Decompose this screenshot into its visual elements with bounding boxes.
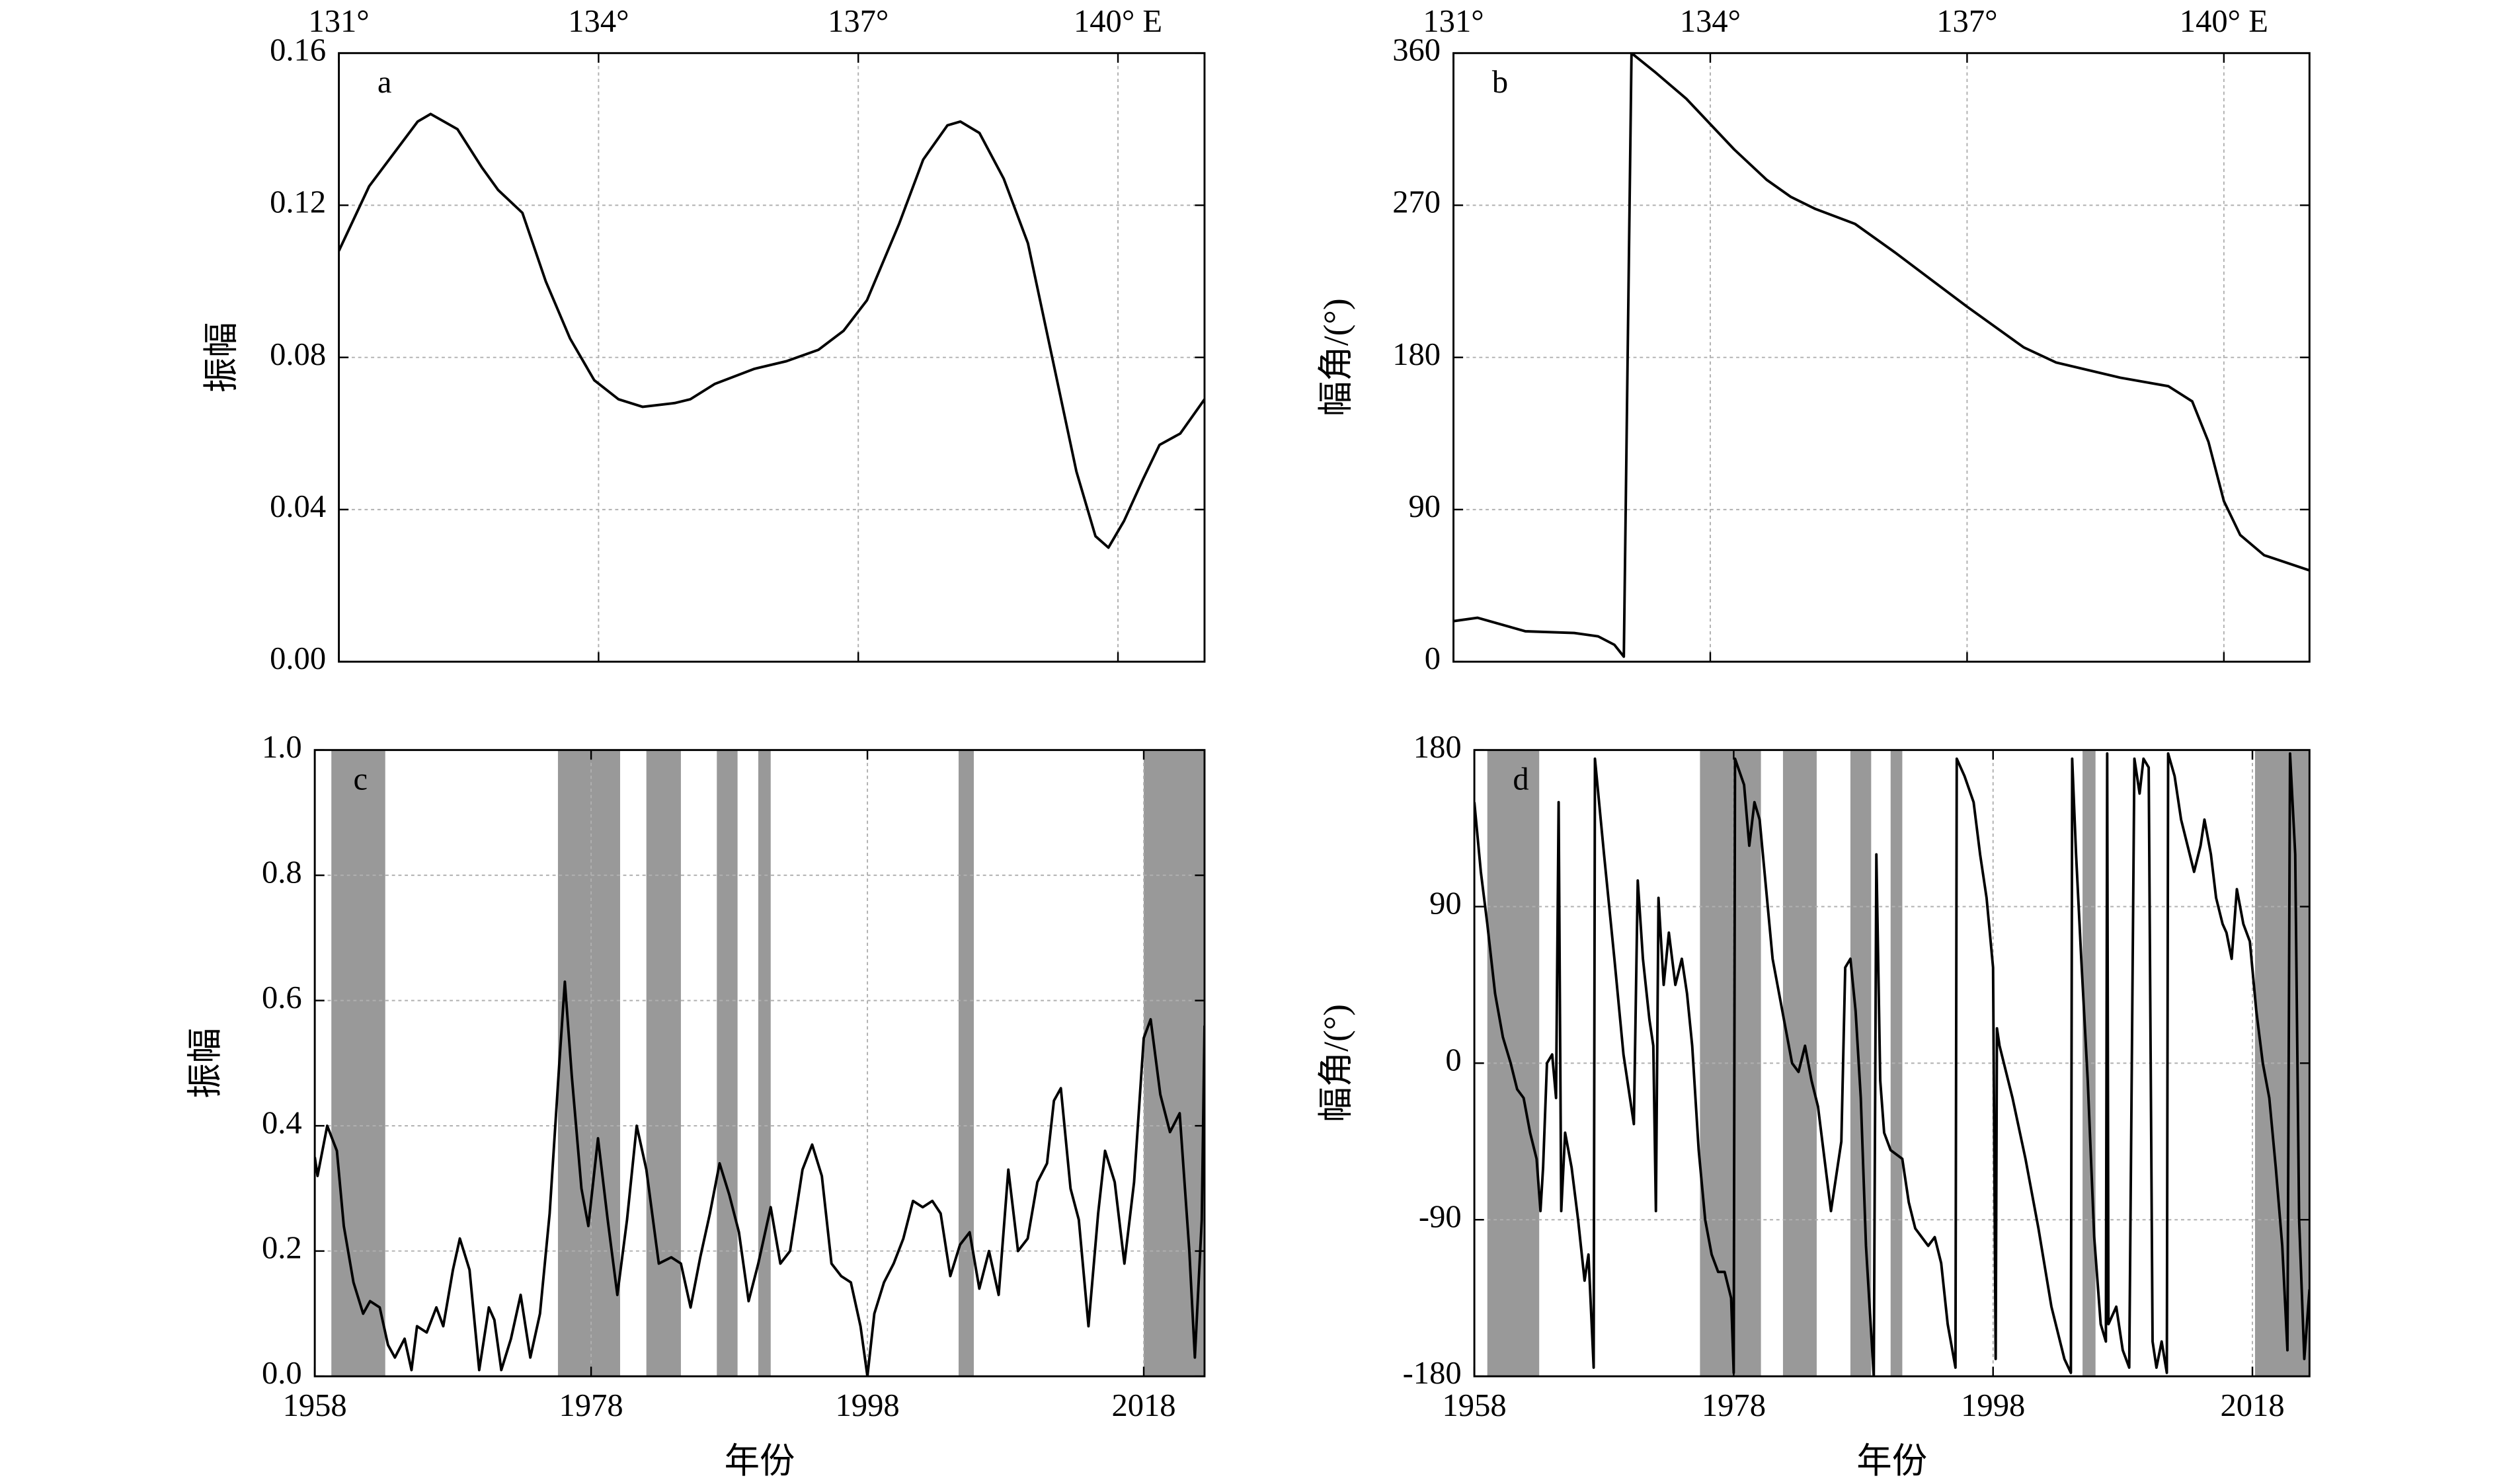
x-tick-label: 131° bbox=[308, 3, 369, 39]
y-tick-label: 0.00 bbox=[270, 641, 326, 676]
shaded-span bbox=[958, 750, 974, 1377]
y-axis-label: 振幅 bbox=[201, 322, 241, 393]
y-tick-label: 0.8 bbox=[262, 854, 302, 890]
y-tick-label: 0.12 bbox=[270, 184, 326, 220]
x-tick-label: 1958 bbox=[1443, 1387, 1507, 1423]
y-tick-label: 0 bbox=[1445, 1042, 1461, 1078]
x-axis-label: 年份 bbox=[1856, 1441, 1927, 1481]
y-tick-label: 0.16 bbox=[270, 32, 326, 67]
x-tick-label: 140° E bbox=[2180, 3, 2268, 39]
y-tick-label: 180 bbox=[1392, 336, 1441, 372]
y-tick-label: 1.0 bbox=[262, 729, 302, 765]
panel: -180 -90 0 90 180 1958 1978 1998 2018 d 幅角/(°) 年份 bbox=[1316, 729, 2311, 1481]
frame bbox=[1452, 52, 2311, 663]
y-tick-label: 180 bbox=[1413, 729, 1462, 765]
line-layer bbox=[315, 980, 1205, 1377]
y-axis-label: 振幅 bbox=[185, 1028, 225, 1099]
data-line bbox=[315, 980, 1205, 1377]
frame bbox=[1473, 749, 2311, 1378]
shaded-span bbox=[1144, 750, 1205, 1377]
data-line bbox=[338, 112, 1205, 549]
y-tick-label: 0.0 bbox=[262, 1355, 302, 1391]
x-tick-label: 137° bbox=[1936, 3, 1997, 39]
y-tick-label: 0.4 bbox=[262, 1105, 302, 1140]
x-tick-label: 1998 bbox=[1961, 1387, 2025, 1423]
data-line bbox=[1453, 53, 2310, 658]
x-tick-label: 1958 bbox=[283, 1387, 347, 1423]
y-tick-label: 0.2 bbox=[262, 1230, 302, 1266]
y-tick-label: 0.04 bbox=[270, 488, 326, 524]
x-tick-label: 1978 bbox=[559, 1387, 623, 1423]
line-layer bbox=[338, 112, 1205, 549]
x-tick-label: 2018 bbox=[2220, 1387, 2284, 1423]
x-tick-label: 137° bbox=[828, 3, 889, 39]
shaded-span bbox=[758, 750, 771, 1377]
x-axis-label: 年份 bbox=[725, 1441, 795, 1481]
y-axis-label: 幅角/(°) bbox=[1316, 298, 1355, 416]
y-tick-label: 90 bbox=[1429, 886, 1462, 921]
panel-label: c bbox=[353, 761, 368, 797]
panel-label: a bbox=[377, 64, 392, 100]
frame bbox=[313, 749, 1206, 1378]
x-tick-label: 134° bbox=[568, 3, 629, 39]
frame bbox=[338, 52, 1206, 663]
x-tick-label: 134° bbox=[1680, 3, 1741, 39]
panel-label: d bbox=[1513, 761, 1528, 797]
y-axis-label: 幅角/(°) bbox=[1316, 1004, 1355, 1122]
shaded-span bbox=[331, 750, 385, 1377]
x-tick-label: 131° bbox=[1423, 3, 1484, 39]
x-tick-label: 1998 bbox=[835, 1387, 899, 1423]
x-tick-label: 140° E bbox=[1074, 3, 1162, 39]
y-tick-label: 0.08 bbox=[270, 336, 326, 372]
x-tick-label: 1978 bbox=[1702, 1387, 1766, 1423]
data-line bbox=[1474, 752, 2310, 1377]
line-layer bbox=[1453, 53, 2310, 658]
y-tick-label: -180 bbox=[1403, 1355, 1462, 1391]
y-tick-label: 0.6 bbox=[262, 980, 302, 1015]
y-tick-label: 360 bbox=[1392, 32, 1441, 67]
shaded-span bbox=[557, 750, 620, 1377]
y-tick-label: 270 bbox=[1392, 184, 1441, 220]
y-tick-label: -90 bbox=[1419, 1198, 1462, 1234]
y-tick-label: 90 bbox=[1409, 488, 1441, 524]
x-tick-label: 2018 bbox=[1111, 1387, 1175, 1423]
y-tick-label: 0 bbox=[1425, 641, 1441, 676]
panel-label: b bbox=[1492, 64, 1508, 100]
line-layer bbox=[1474, 752, 2310, 1377]
shaded-span bbox=[717, 750, 738, 1377]
shaded-span bbox=[646, 750, 681, 1377]
